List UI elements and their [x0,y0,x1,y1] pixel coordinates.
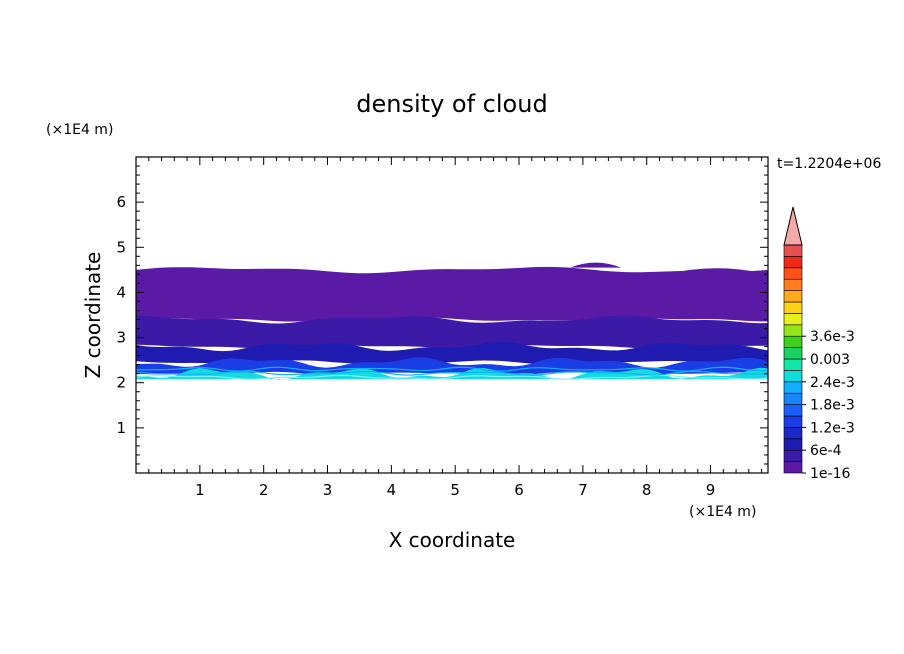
plot-frame [135,156,769,474]
cloud-patch [665,268,768,275]
colorbar-swatch [783,244,803,257]
y-tick-label: 4 [116,283,126,301]
colorbar-swatch [783,335,803,348]
colorbar-label: 6e-4 [810,443,842,459]
colorbar-swatch [783,290,803,303]
y-tick-label: 2 [116,374,126,392]
cloud-streak [136,366,768,372]
colorbar-swatch [783,358,803,371]
colorbar-swatch [783,301,803,314]
cloud-layer [136,341,768,365]
colorbar-swatch [783,427,803,440]
colorbar-swatch [783,324,803,337]
colorbar-swatch [783,461,803,474]
colorbar-swatch [783,370,803,383]
x-tick-label: 8 [642,481,652,499]
colorbar-label: 1e-16 [810,466,850,482]
chart-title: density of cloud [356,90,547,118]
cloud-layer [136,367,768,380]
colorbar-swatch [783,438,803,451]
axis-ticks: 1 2 3 4 5 6 7 8 9 1 2 3 4 5 6 [116,156,768,499]
colorbar-swatch [783,313,803,326]
colorbar-swatch [783,449,803,462]
x-tick-label: 2 [259,481,269,499]
x-tick-label: 1 [195,481,205,499]
y-tick-label: 1 [116,419,126,437]
colorbar-label: 0.003 [810,352,850,368]
x-tick-label: 3 [323,481,333,499]
x-tick-label: 7 [578,481,588,499]
y-tick-label: 5 [116,238,126,256]
colorbar-label: 1.2e-3 [810,420,855,436]
colorbar-label: 2.4e-3 [810,375,855,391]
cloud-layer [136,266,768,322]
y-axis-label: Z coordinate [81,252,105,379]
x-unit-label: (×1E4 m) [689,504,756,520]
time-label: t=1.2204e+06 [777,156,881,172]
colorbar-label: 3.6e-3 [810,329,855,345]
y-tick-label: 6 [116,193,126,211]
y-tick-label: 3 [116,329,126,347]
cloud-density-field [136,262,768,380]
colorbar-swatch [783,267,803,280]
colorbar-extension [783,206,803,246]
colorbar-swatch [783,347,803,360]
colorbar-swatch [783,278,803,291]
colorbar-swatch [783,381,803,394]
cloud-patch [570,262,622,268]
colorbar-swatch [783,256,803,269]
cloud-layer [136,315,768,349]
colorbar-swatch [783,392,803,405]
cloud-patch [372,274,520,284]
x-tick-label: 5 [450,481,460,499]
cloud-streak [136,374,768,380]
colorbar-swatch [783,404,803,417]
x-tick-label: 9 [706,481,716,499]
colorbar-label: 1.8e-3 [810,398,855,414]
colorbar: 1e-16 6e-4 1.2e-3 1.8e-3 2.4e-3 0.003 3.6e-3 [783,206,855,482]
x-tick-label: 4 [387,481,397,499]
colorbar-swatch [783,415,803,428]
cloud-layer [136,357,768,376]
y-unit-label: (×1E4 m) [46,122,113,138]
x-tick-label: 6 [514,481,524,499]
x-axis-label: X coordinate [389,528,516,552]
